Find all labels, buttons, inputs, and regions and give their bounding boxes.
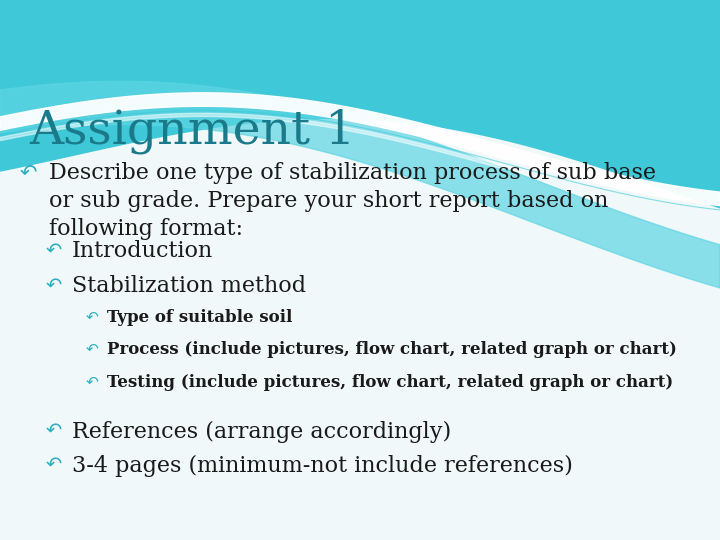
Text: Introduction: Introduction (72, 240, 213, 262)
Text: Stabilization method: Stabilization method (72, 275, 306, 298)
Text: ↶: ↶ (86, 374, 99, 389)
Text: Type of suitable soil: Type of suitable soil (107, 309, 292, 326)
Text: ↶: ↶ (20, 162, 37, 182)
Text: References (arrange accordingly): References (arrange accordingly) (72, 421, 451, 443)
Text: ↶: ↶ (46, 421, 62, 440)
Text: ↶: ↶ (86, 341, 99, 356)
Text: Describe one type of stabilization process of sub base
or sub grade. Prepare you: Describe one type of stabilization proce… (49, 162, 656, 240)
Text: Process (include pictures, flow chart, related graph or chart): Process (include pictures, flow chart, r… (107, 341, 676, 358)
Text: ↶: ↶ (86, 309, 99, 324)
Text: Assignment 1: Assignment 1 (29, 108, 355, 153)
Text: ↶: ↶ (46, 275, 62, 294)
Text: Testing (include pictures, flow chart, related graph or chart): Testing (include pictures, flow chart, r… (107, 374, 672, 390)
Text: 3-4 pages (minimum-not include references): 3-4 pages (minimum-not include reference… (72, 455, 573, 477)
Text: ↶: ↶ (46, 240, 62, 259)
Text: ↶: ↶ (46, 455, 62, 474)
